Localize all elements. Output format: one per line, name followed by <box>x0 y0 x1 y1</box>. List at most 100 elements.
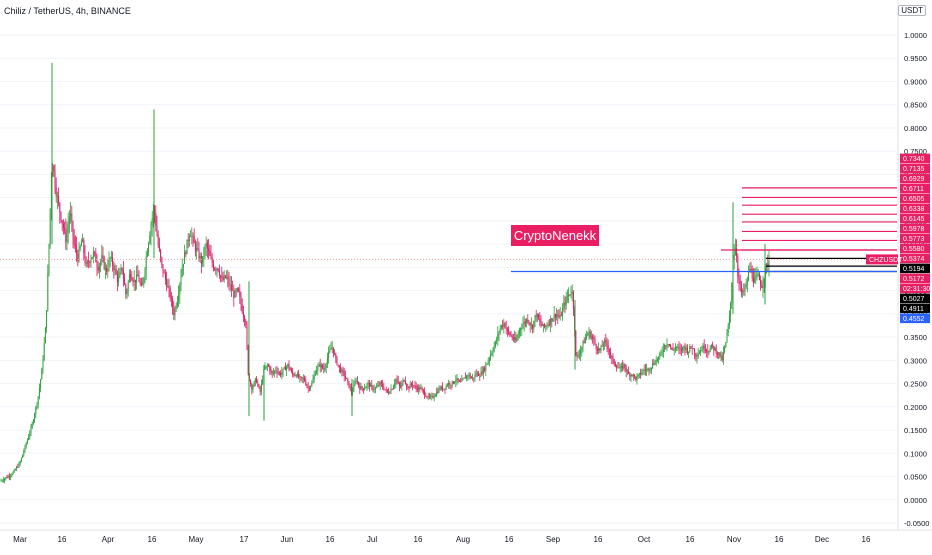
price-label-text: 0.4911 <box>903 306 924 313</box>
candle-body <box>187 239 189 242</box>
candle-body <box>274 370 276 373</box>
price-label-text: 0.5580 <box>903 246 925 253</box>
price-label-box <box>900 253 930 264</box>
candle-body <box>168 286 170 289</box>
candle-body <box>450 385 452 386</box>
candle-body <box>43 343 45 360</box>
candle-body <box>556 314 558 318</box>
candle-body <box>132 280 134 283</box>
candle-body <box>688 351 690 353</box>
candle-body <box>752 277 754 283</box>
candle-body <box>715 348 717 354</box>
candle-body <box>269 366 271 371</box>
candle-body <box>485 364 487 371</box>
candle-body <box>716 353 718 355</box>
candle-body <box>336 357 338 365</box>
candle-body <box>70 213 72 217</box>
candle-body <box>110 257 112 259</box>
candle-body <box>605 339 607 342</box>
candle-body <box>247 346 249 374</box>
candle-body <box>292 371 294 375</box>
candle-body <box>270 370 272 372</box>
candle-body <box>126 290 128 295</box>
time-axis-label: Dec <box>815 535 829 544</box>
candle-body <box>751 268 753 278</box>
candle-body <box>92 252 94 257</box>
price-label-box <box>900 303 930 314</box>
red-levels[interactable] <box>721 187 897 251</box>
candle-body <box>59 202 61 213</box>
candle-body <box>564 302 566 305</box>
candle-body <box>530 325 532 326</box>
candle-body <box>139 281 141 284</box>
candle-body <box>190 236 192 237</box>
symbol-title[interactable]: Chiliz / TetherUS, 4h, BINANCE <box>4 6 131 16</box>
candle-body <box>313 375 315 380</box>
candle-body <box>103 257 105 270</box>
candle-body <box>14 469 16 471</box>
candle-body <box>505 327 507 329</box>
candle-body <box>311 383 313 387</box>
candle-body <box>264 367 266 369</box>
candle-body <box>746 280 748 283</box>
candle-body <box>454 382 456 384</box>
candle-body <box>32 420 34 424</box>
price-label-text: 0.5027 <box>903 296 925 303</box>
candle-body <box>508 329 510 333</box>
candle-body <box>47 273 49 311</box>
candle-body <box>524 321 526 323</box>
candle-body <box>367 382 369 385</box>
candle-body <box>563 302 565 309</box>
candle-body <box>86 261 88 264</box>
candle-body <box>394 383 396 387</box>
candle-body <box>217 268 219 271</box>
candle-body <box>236 288 238 291</box>
candle-body <box>34 414 36 421</box>
grid <box>0 34 897 524</box>
candle-body <box>304 378 306 381</box>
candle-body <box>305 380 307 385</box>
candle-body <box>156 226 158 236</box>
candle-body <box>122 270 124 279</box>
currency-selector[interactable]: USDT <box>898 5 926 16</box>
candle-body <box>391 389 393 391</box>
candle-body <box>545 325 547 327</box>
candle-body <box>306 384 308 387</box>
candle-body <box>350 387 352 393</box>
candle-body <box>154 208 156 213</box>
candle-body <box>521 328 523 329</box>
candle-body <box>16 467 18 470</box>
candle-body <box>629 373 631 377</box>
candle-body <box>98 265 100 271</box>
candle-body <box>276 370 278 373</box>
watermark-label[interactable]: CryptoNenekk <box>511 225 599 246</box>
candle-body <box>382 384 384 388</box>
candle-body <box>514 337 516 340</box>
candle-body <box>444 388 446 390</box>
candle-body <box>697 354 699 357</box>
candle-body <box>410 383 412 385</box>
price-axis-label: 0.7500 <box>904 147 927 156</box>
candle-body <box>250 380 252 384</box>
candle-body <box>138 276 140 282</box>
candle-body <box>534 315 536 321</box>
candle-body <box>366 384 368 387</box>
candle-body <box>342 369 344 372</box>
candle-body <box>571 291 573 295</box>
symbol-tag <box>866 254 898 265</box>
candle-body <box>20 457 22 462</box>
price-label-box <box>900 183 930 194</box>
candle-body <box>77 253 79 262</box>
candle-body <box>427 395 429 398</box>
candle-body <box>580 350 582 355</box>
candle-body <box>661 351 663 353</box>
candle-body <box>107 268 109 272</box>
candle-body <box>60 212 62 221</box>
candle-body <box>518 329 520 335</box>
candle-body <box>318 364 320 367</box>
price-label-box <box>900 263 930 274</box>
time-axis[interactable]: Mar 16 Apr 16 May 17 Jun 16 Jul 16 Aug 16 Sep 16 Oct 16… <box>13 535 871 544</box>
candle-body <box>713 345 715 351</box>
